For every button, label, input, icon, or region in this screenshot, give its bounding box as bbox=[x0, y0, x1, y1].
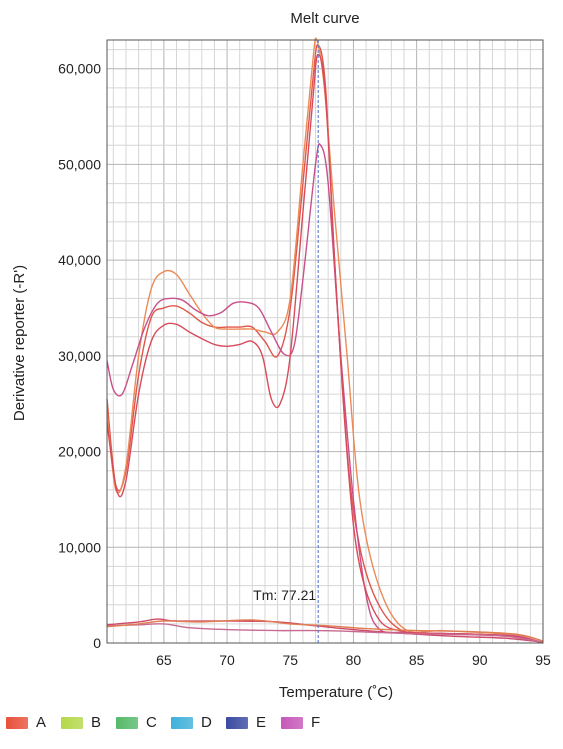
legend-swatch bbox=[226, 716, 248, 729]
chart-title: Melt curve bbox=[290, 10, 359, 27]
tm-label: Tm: 77.21 bbox=[253, 587, 316, 603]
legend-item-c: C bbox=[116, 714, 171, 731]
legend-label: B bbox=[91, 714, 102, 731]
legend-label: C bbox=[146, 714, 157, 731]
legend-item-d: D bbox=[171, 714, 226, 731]
legend-item-e: E bbox=[226, 714, 281, 731]
legend-item-a: A bbox=[6, 714, 61, 731]
melt-curve-chart: Melt curve Tm: 77.21 65 70 75 80 85 90 95 0 10,0… bbox=[11, 10, 551, 701]
x-tick-label: 70 bbox=[219, 652, 235, 668]
y-tick-label: 60,000 bbox=[58, 61, 101, 77]
series-group bbox=[106, 37, 544, 644]
legend-swatch bbox=[6, 716, 28, 729]
legend-item-f: F bbox=[281, 714, 336, 731]
legend-swatch bbox=[171, 716, 193, 729]
y-tick-label: 30,000 bbox=[58, 348, 101, 364]
ticks: 65 70 75 80 85 90 95 0 10,000 20,000 30,000 40,000 5… bbox=[58, 61, 551, 668]
plot-frame bbox=[106, 39, 544, 644]
x-tick-label: 80 bbox=[346, 652, 362, 668]
legend-label: D bbox=[201, 714, 212, 731]
legend: A B C D E F bbox=[6, 714, 336, 731]
legend-label: A bbox=[36, 714, 47, 731]
legend-label: E bbox=[256, 714, 267, 731]
x-tick-label: 90 bbox=[472, 652, 488, 668]
legend-swatch bbox=[281, 716, 303, 729]
grid bbox=[107, 40, 544, 644]
y-tick-label: 50,000 bbox=[58, 156, 101, 172]
legend-swatch bbox=[116, 716, 138, 729]
series-line-0 bbox=[106, 44, 544, 644]
legend-item-b: B bbox=[61, 714, 116, 731]
x-axis-label: Temperature (˚C) bbox=[279, 684, 393, 701]
series-line-2 bbox=[106, 143, 544, 644]
y-tick-label: 0 bbox=[93, 635, 101, 651]
y-tick-label: 10,000 bbox=[58, 539, 101, 555]
y-axis-label: Derivative reporter (-R') bbox=[11, 265, 28, 421]
series-line-1 bbox=[106, 37, 544, 644]
x-tick-label: 95 bbox=[535, 652, 551, 668]
y-tick-label: 40,000 bbox=[58, 252, 101, 268]
y-tick-label: 20,000 bbox=[58, 444, 101, 460]
series-line-5 bbox=[106, 623, 544, 643]
series-line-6 bbox=[106, 619, 544, 642]
x-tick-label: 75 bbox=[282, 652, 298, 668]
legend-swatch bbox=[61, 716, 83, 729]
x-tick-label: 85 bbox=[409, 652, 425, 668]
legend-label: F bbox=[311, 714, 321, 731]
series-line-3 bbox=[106, 53, 544, 644]
x-tick-label: 65 bbox=[156, 652, 172, 668]
